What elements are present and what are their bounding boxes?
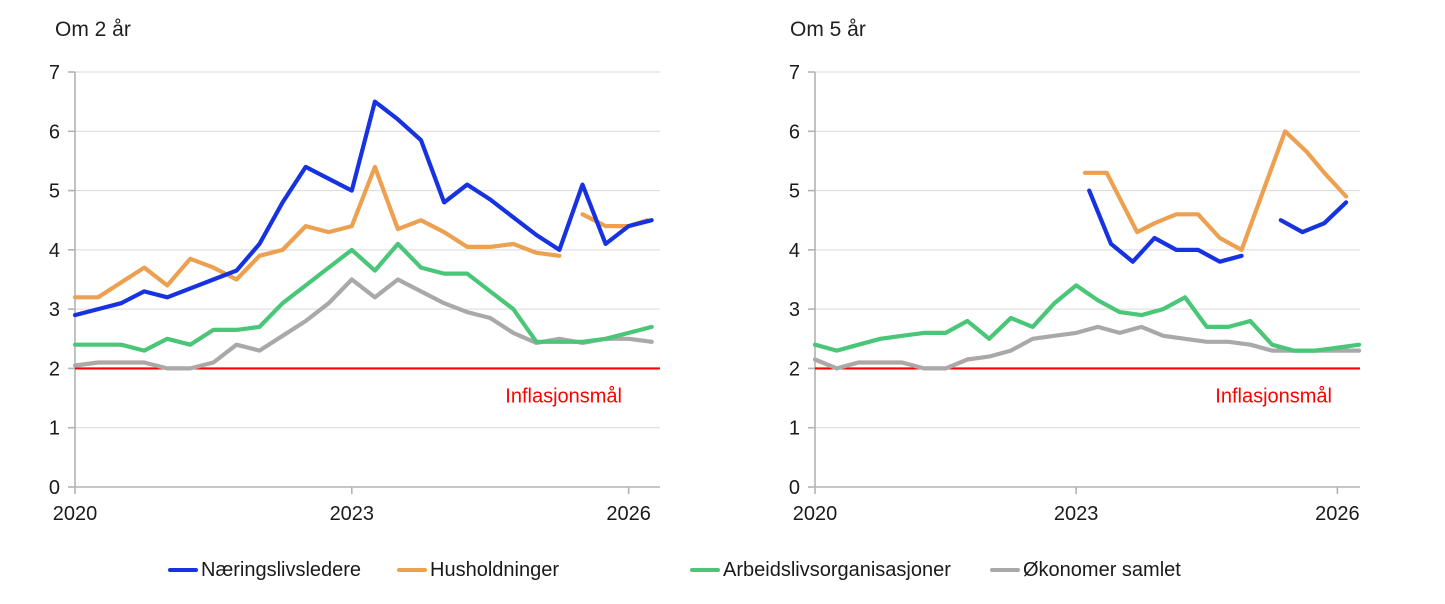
legend-label: Arbeidslivsorganisasjoner (723, 558, 951, 581)
svg-text:2: 2 (49, 358, 60, 380)
arbeidslivsorganisasjoner-line-swatch (690, 567, 720, 573)
svg-text:6: 6 (49, 121, 60, 143)
naeringslivsledere-line-swatch (168, 567, 198, 573)
svg-text:0: 0 (49, 477, 60, 499)
om-2-ar-plot: 0 1 2 3 4 5 6 7 2020 2023 2026 Inflasjonsmål (49, 62, 660, 525)
svg-text:0: 0 (789, 477, 800, 499)
svg-text:2020: 2020 (53, 503, 98, 525)
svg-text:5: 5 (789, 181, 800, 203)
svg-text:1: 1 (789, 418, 800, 440)
svg-text:4: 4 (789, 240, 800, 262)
svg-text:5: 5 (49, 181, 60, 203)
legend-item-okonomer-samlet: Økonomer samlet (990, 556, 1181, 584)
svg-text:2026: 2026 (606, 503, 651, 525)
okonomer-samlet-line-swatch (990, 567, 1020, 573)
chart-om-5-ar: Om 5 år 0 1 2 3 4 5 6 7 2020 2023 2026 Inflasjonsmå… (740, 0, 1445, 545)
legend-label: Husholdninger (430, 558, 559, 581)
svg-text:2: 2 (789, 358, 800, 380)
om-5-ar-plot: 0 1 2 3 4 5 6 7 2020 2023 2026 Inflasjonsmål (789, 62, 1362, 525)
svg-text:4: 4 (49, 240, 60, 262)
legend-label: Økonomer samlet (1023, 558, 1181, 581)
legend-item-arbeidslivsorganisasjoner: Arbeidslivsorganisasjoner (690, 556, 951, 584)
svg-text:1: 1 (49, 418, 60, 440)
svg-text:7: 7 (49, 62, 60, 84)
chart-title-right: Om 5 år (790, 18, 866, 41)
svg-text:2023: 2023 (1054, 503, 1099, 525)
svg-text:2023: 2023 (330, 503, 375, 525)
legend: Næringslivsledere Husholdninger Arbeidsl… (0, 556, 1445, 586)
svg-text:7: 7 (789, 62, 800, 84)
svg-text:6: 6 (789, 121, 800, 143)
legend-item-husholdninger: Husholdninger (397, 556, 559, 584)
svg-text:2026: 2026 (1315, 503, 1360, 525)
svg-text:Inflasjonsmål: Inflasjonsmål (505, 385, 622, 407)
svg-text:3: 3 (789, 299, 800, 321)
svg-text:2020: 2020 (793, 503, 838, 525)
husholdninger-line-swatch (397, 567, 427, 573)
svg-text:Inflasjonsmål: Inflasjonsmål (1215, 385, 1332, 407)
legend-label: Næringslivsledere (201, 558, 362, 581)
chart-title-left: Om 2 år (55, 18, 131, 41)
legend-item-naeringslivsledere: Næringslivsledere (168, 556, 361, 584)
svg-text:3: 3 (49, 299, 60, 321)
chart-om-2-ar: Om 2 år 0 1 2 3 4 5 6 7 2020 2023 2026 Inflasjonsmå… (0, 0, 720, 545)
